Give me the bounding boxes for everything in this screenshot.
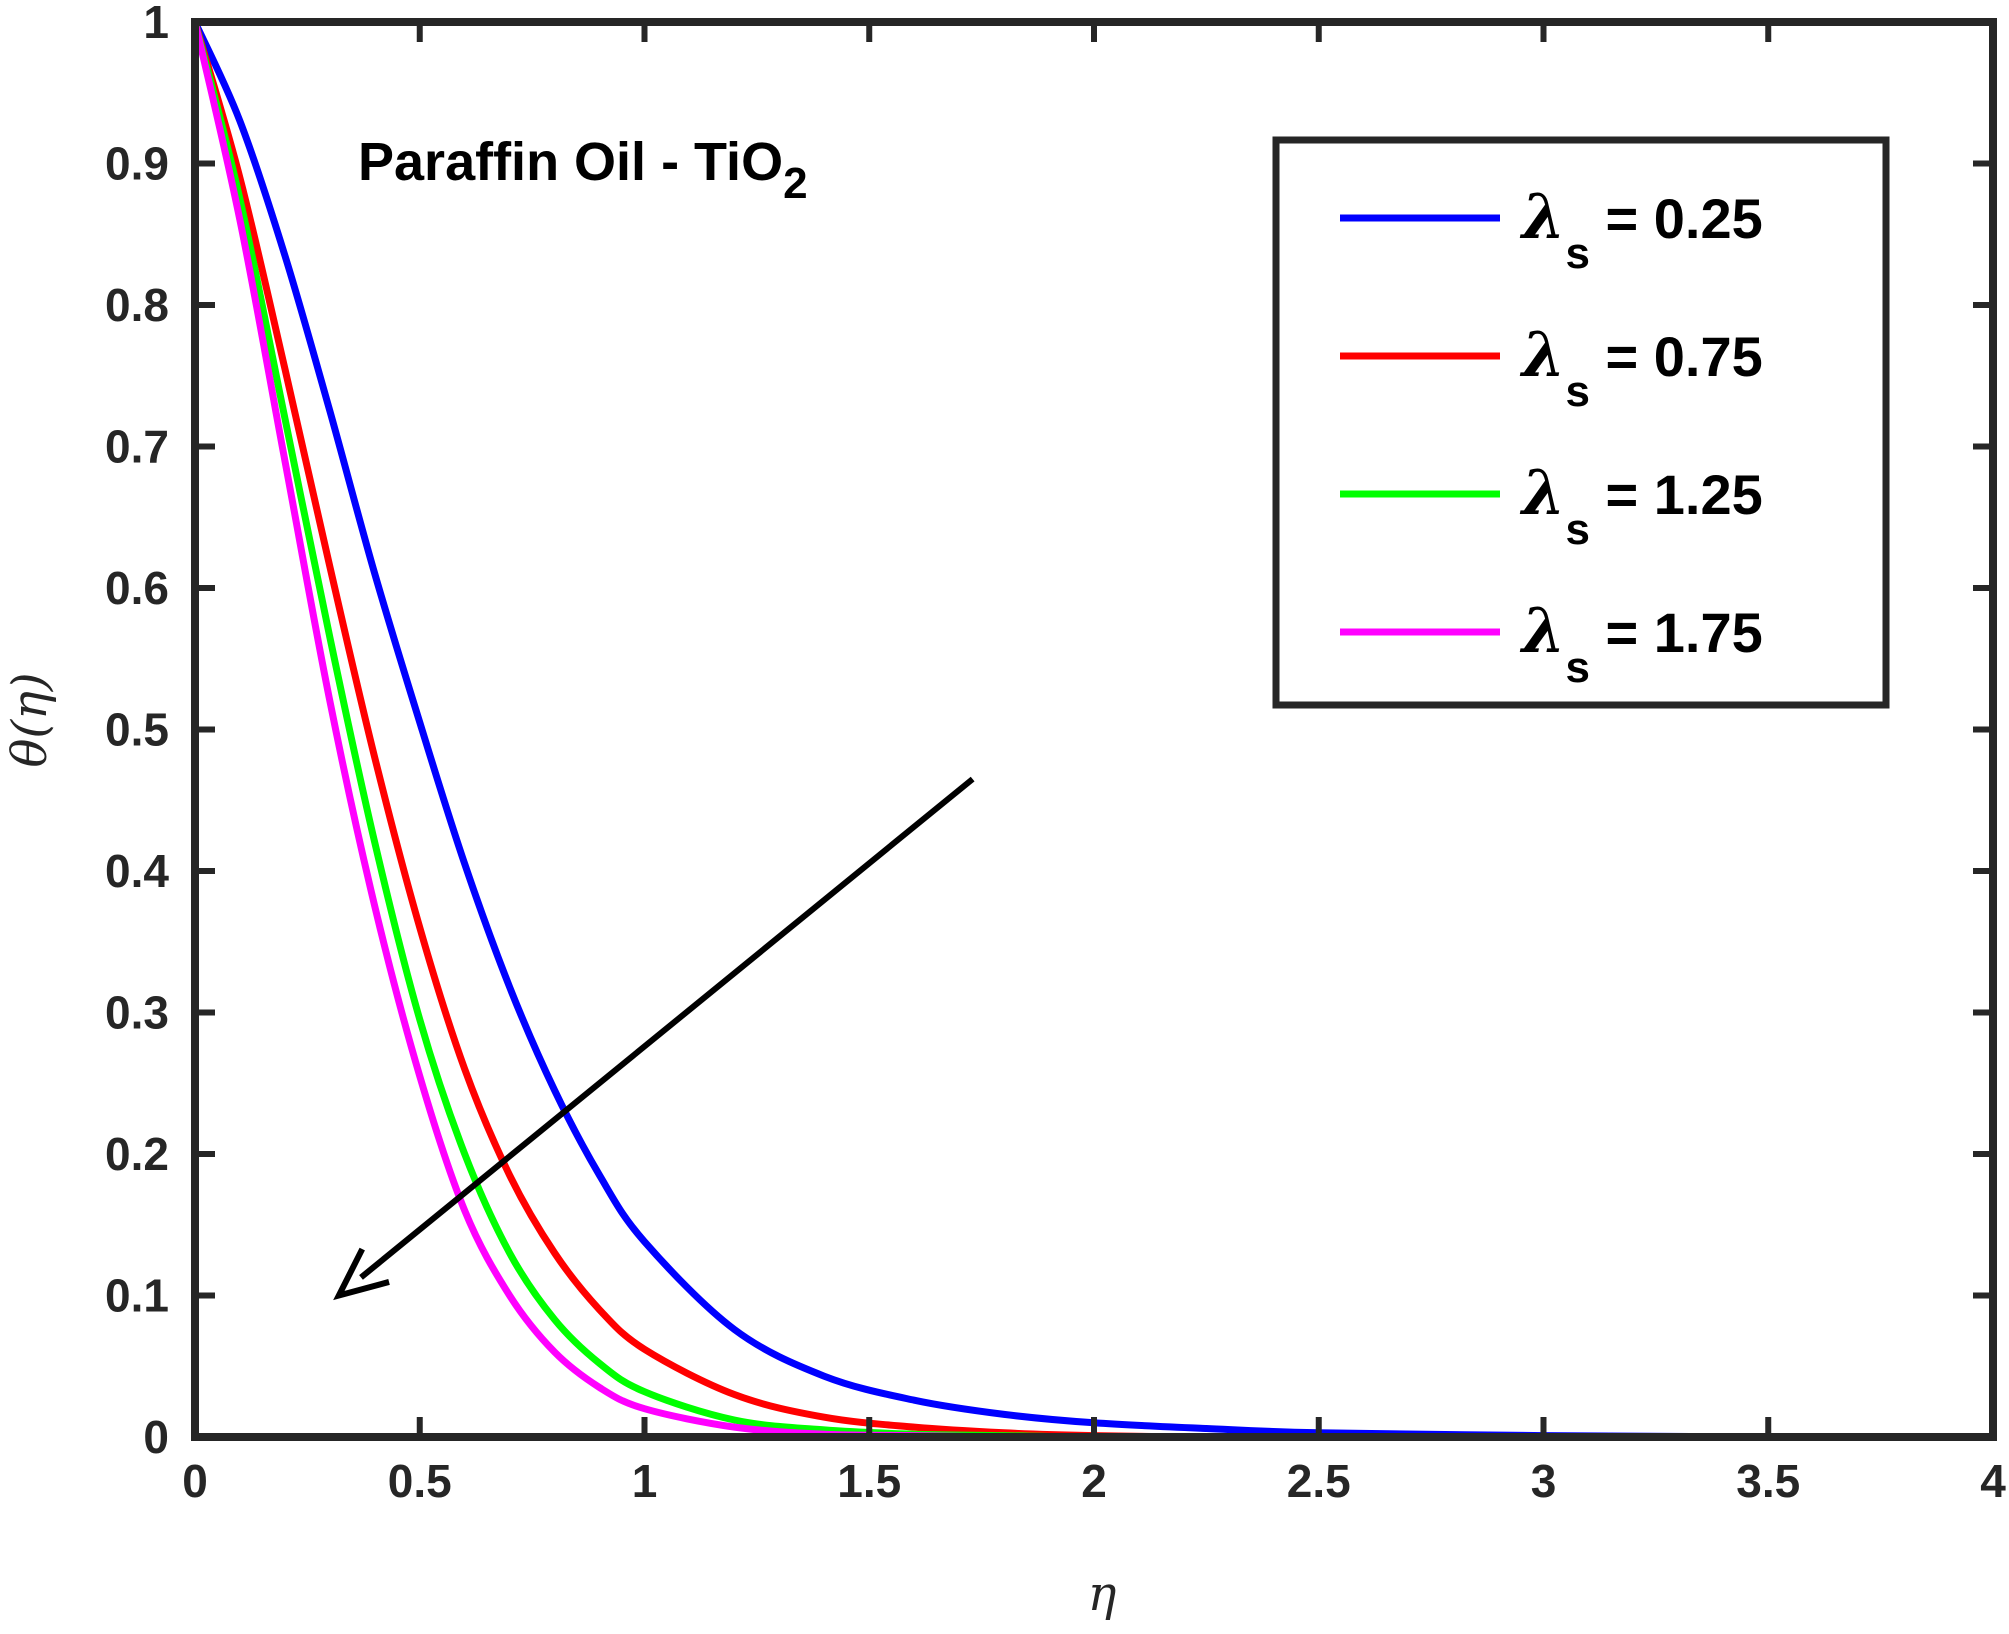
- x-tick-label: 0: [182, 1455, 208, 1507]
- x-axis-label: η: [1088, 1566, 1117, 1622]
- trend-arrow: [333, 776, 975, 1301]
- y-tick-label: 0.4: [105, 845, 169, 897]
- y-tick-label: 0.2: [105, 1128, 169, 1180]
- x-tick-label: 2.5: [1287, 1455, 1351, 1507]
- plot-area-frame: [191, 18, 1997, 1441]
- legend-value: = 0.75: [1590, 325, 1763, 388]
- legend-symbol: λ: [1519, 318, 1565, 391]
- x-tick-label: 0.5: [388, 1455, 452, 1507]
- y-tick-label: 0.7: [105, 421, 169, 473]
- arrow-head: [333, 1247, 390, 1301]
- legend-box: [1272, 136, 1890, 709]
- annotation-subscript: 2: [783, 159, 807, 208]
- legend-value: = 1.25: [1590, 463, 1763, 526]
- x-tick-label: 3.5: [1736, 1455, 1800, 1507]
- y-tick-label: 0.6: [105, 562, 169, 614]
- arrow-shaft: [359, 776, 975, 1280]
- legend-symbol: λ: [1519, 456, 1565, 529]
- x-tick-label: 3: [1531, 1455, 1557, 1507]
- legend-symbol: λ: [1519, 180, 1565, 253]
- legend-label-2: λs = 0.75: [1519, 318, 1763, 416]
- legend-subscript: s: [1565, 505, 1589, 554]
- y-tick-label: 0.8: [105, 279, 169, 331]
- legend-subscript: s: [1565, 367, 1589, 416]
- y-tick-label: 0.3: [105, 987, 169, 1039]
- y-axis-label: θ(η): [2, 672, 58, 767]
- legend-label-1: λs = 0.25: [1519, 180, 1763, 278]
- tick-labels: 0 0.5 1 1.5 2 2.5 3 3.5 4 0 0.1 0.2 0.3 0.4 0.5 0.6 0.7 0…: [105, 0, 2006, 1507]
- legend-subscript: s: [1565, 229, 1589, 278]
- legend-subscript: s: [1565, 643, 1589, 692]
- y-tick-label: 0.1: [105, 1270, 169, 1322]
- x-tick-label: 1.5: [837, 1455, 901, 1507]
- x-tick-label: 1: [632, 1455, 658, 1507]
- annotation-text: Paraffin Oil - TiO: [358, 132, 783, 192]
- y-tick-label: 0.9: [105, 138, 169, 190]
- legend-symbol: λ: [1519, 594, 1565, 667]
- legend-label-4: λs = 1.75: [1519, 594, 1763, 692]
- y-tick-label: 1: [143, 0, 169, 48]
- legend-value: = 1.75: [1590, 601, 1763, 664]
- x-tick-label: 2: [1081, 1455, 1107, 1507]
- legend-label-3: λs = 1.25: [1519, 456, 1763, 554]
- y-tick-label: 0: [143, 1411, 169, 1463]
- annotation-label: Paraffin Oil - TiO2: [358, 132, 808, 208]
- x-tick-label: 4: [1980, 1455, 2006, 1507]
- legend-value: = 0.25: [1590, 187, 1763, 250]
- y-tick-label: 0.5: [105, 704, 169, 756]
